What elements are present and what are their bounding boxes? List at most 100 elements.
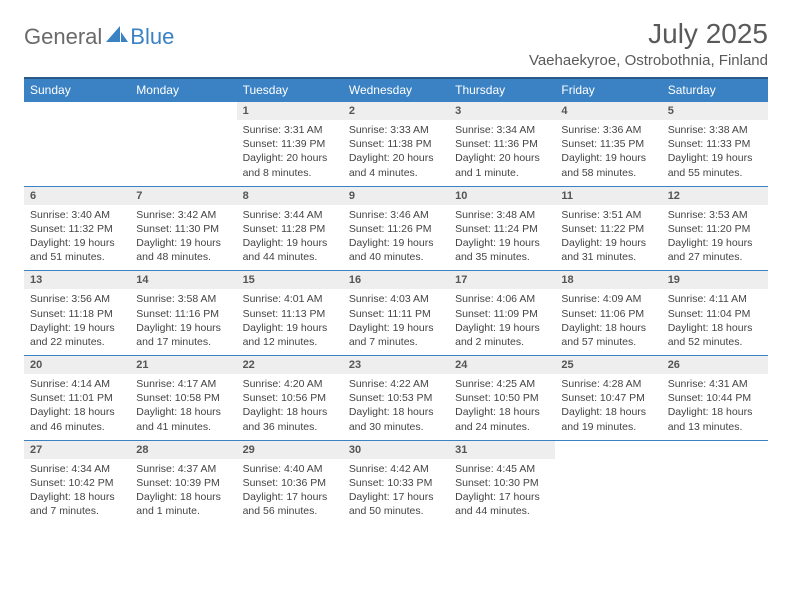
calendar-table: SundayMondayTuesdayWednesdayThursdayFrid… [24,77,768,524]
day-detail-cell: Sunrise: 4:06 AMSunset: 11:09 PMDaylight… [449,289,555,355]
day-detail-cell: Sunrise: 4:17 AMSunset: 10:58 PMDaylight… [130,374,236,440]
day-number-cell: 20 [24,356,130,375]
day-number-cell: 6 [24,186,130,205]
daynum-row: 20212223242526 [24,356,768,375]
daylight-text: Daylight: 19 hours and 35 minutes. [455,236,549,264]
day-number-cell: 19 [662,271,768,290]
day-detail-cell: Sunrise: 4:01 AMSunset: 11:13 PMDaylight… [237,289,343,355]
day-number-cell: 1 [237,102,343,121]
day-detail-cell: Sunrise: 4:14 AMSunset: 11:01 PMDaylight… [24,374,130,440]
sunset-text: Sunset: 11:26 PM [349,222,443,236]
day-detail-cell: Sunrise: 3:46 AMSunset: 11:26 PMDaylight… [343,205,449,271]
daynum-row: 12345 [24,102,768,121]
sunset-text: Sunset: 11:32 PM [30,222,124,236]
day-detail-cell: Sunrise: 4:25 AMSunset: 10:50 PMDaylight… [449,374,555,440]
header: General Blue July 2025 Vaehaekyroe, Ostr… [24,18,768,69]
day-number-cell: 28 [130,440,236,459]
daylight-text: Daylight: 19 hours and 12 minutes. [243,321,337,349]
day-detail-cell: Sunrise: 3:36 AMSunset: 11:35 PMDaylight… [555,120,661,186]
sunset-text: Sunset: 11:28 PM [243,222,337,236]
sunrise-text: Sunrise: 4:06 AM [455,292,549,306]
daylight-text: Daylight: 19 hours and 7 minutes. [349,321,443,349]
day-detail-cell: Sunrise: 4:03 AMSunset: 11:11 PMDaylight… [343,289,449,355]
sunset-text: Sunset: 10:58 PM [136,391,230,405]
sunrise-text: Sunrise: 3:33 AM [349,123,443,137]
sunrise-text: Sunrise: 3:31 AM [243,123,337,137]
sunset-text: Sunset: 11:20 PM [668,222,762,236]
sunrise-text: Sunrise: 4:20 AM [243,377,337,391]
sunrise-text: Sunrise: 4:34 AM [30,462,124,476]
day-number-cell: 5 [662,102,768,121]
day-number-cell: 27 [24,440,130,459]
daylight-text: Daylight: 19 hours and 58 minutes. [561,151,655,179]
sunrise-text: Sunrise: 4:11 AM [668,292,762,306]
sunrise-text: Sunrise: 3:40 AM [30,208,124,222]
weekday-header: Saturday [662,78,768,102]
daylight-text: Daylight: 18 hours and 57 minutes. [561,321,655,349]
sunrise-text: Sunrise: 4:09 AM [561,292,655,306]
title-block: July 2025 Vaehaekyroe, Ostrobothnia, Fin… [529,18,768,69]
daynum-row: 13141516171819 [24,271,768,290]
sunset-text: Sunset: 11:30 PM [136,222,230,236]
day-detail-cell: Sunrise: 4:34 AMSunset: 10:42 PMDaylight… [24,459,130,525]
sunset-text: Sunset: 11:04 PM [668,307,762,321]
brand-logo: General Blue [24,24,174,50]
day-detail-cell: Sunrise: 3:53 AMSunset: 11:20 PMDaylight… [662,205,768,271]
detail-row: Sunrise: 3:56 AMSunset: 11:18 PMDaylight… [24,289,768,355]
daylight-text: Daylight: 20 hours and 1 minute. [455,151,549,179]
daylight-text: Daylight: 19 hours and 2 minutes. [455,321,549,349]
daylight-text: Daylight: 19 hours and 31 minutes. [561,236,655,264]
sunset-text: Sunset: 10:47 PM [561,391,655,405]
sunset-text: Sunset: 10:50 PM [455,391,549,405]
weekday-header: Monday [130,78,236,102]
sunrise-text: Sunrise: 4:22 AM [349,377,443,391]
day-number-cell: 24 [449,356,555,375]
sunrise-text: Sunrise: 4:31 AM [668,377,762,391]
weekday-header: Thursday [449,78,555,102]
day-number-cell: 8 [237,186,343,205]
sunrise-text: Sunrise: 4:37 AM [136,462,230,476]
daylight-text: Daylight: 19 hours and 22 minutes. [30,321,124,349]
sunrise-text: Sunrise: 3:38 AM [668,123,762,137]
day-number-cell: 21 [130,356,236,375]
weekday-header: Friday [555,78,661,102]
day-detail-cell: Sunrise: 3:44 AMSunset: 11:28 PMDaylight… [237,205,343,271]
sunset-text: Sunset: 11:13 PM [243,307,337,321]
sunset-text: Sunset: 10:53 PM [349,391,443,405]
daylight-text: Daylight: 18 hours and 7 minutes. [30,490,124,518]
day-detail-cell: Sunrise: 3:40 AMSunset: 11:32 PMDaylight… [24,205,130,271]
sunrise-text: Sunrise: 4:14 AM [30,377,124,391]
daylight-text: Daylight: 18 hours and 19 minutes. [561,405,655,433]
sunset-text: Sunset: 11:09 PM [455,307,549,321]
sunrise-text: Sunrise: 3:48 AM [455,208,549,222]
day-detail-cell: Sunrise: 4:37 AMSunset: 10:39 PMDaylight… [130,459,236,525]
sunset-text: Sunset: 11:33 PM [668,137,762,151]
day-number-cell: 26 [662,356,768,375]
detail-row: Sunrise: 4:14 AMSunset: 11:01 PMDaylight… [24,374,768,440]
sunrise-text: Sunrise: 3:51 AM [561,208,655,222]
daylight-text: Daylight: 19 hours and 40 minutes. [349,236,443,264]
weekday-header-row: SundayMondayTuesdayWednesdayThursdayFrid… [24,78,768,102]
sunset-text: Sunset: 11:06 PM [561,307,655,321]
sunrise-text: Sunrise: 3:53 AM [668,208,762,222]
daylight-text: Daylight: 19 hours and 17 minutes. [136,321,230,349]
detail-row: Sunrise: 3:40 AMSunset: 11:32 PM Daylight… [24,205,768,271]
sunrise-text: Sunrise: 3:44 AM [243,208,337,222]
day-detail-cell: Sunrise: 3:58 AMSunset: 11:16 PMDaylight… [130,289,236,355]
detail-row: Sunrise: 3:31 AMSunset: 11:39 PMDaylight… [24,120,768,186]
weekday-header: Wednesday [343,78,449,102]
daylight-text: Daylight: 18 hours and 41 minutes. [136,405,230,433]
sunrise-text: Sunrise: 3:56 AM [30,292,124,306]
daylight-text: Daylight: 18 hours and 30 minutes. [349,405,443,433]
daylight-text: Daylight: 18 hours and 46 minutes. [30,405,124,433]
day-number-cell: 18 [555,271,661,290]
day-detail-cell [24,120,130,186]
sunrise-text: Sunrise: 3:42 AM [136,208,230,222]
sunset-text: Sunset: 10:56 PM [243,391,337,405]
daylight-text: Daylight: 18 hours and 52 minutes. [668,321,762,349]
sunset-text: Sunset: 11:01 PM [30,391,124,405]
day-number-cell: 25 [555,356,661,375]
weekday-header: Sunday [24,78,130,102]
sunrise-text: Sunrise: 4:17 AM [136,377,230,391]
sunset-text: Sunset: 10:33 PM [349,476,443,490]
